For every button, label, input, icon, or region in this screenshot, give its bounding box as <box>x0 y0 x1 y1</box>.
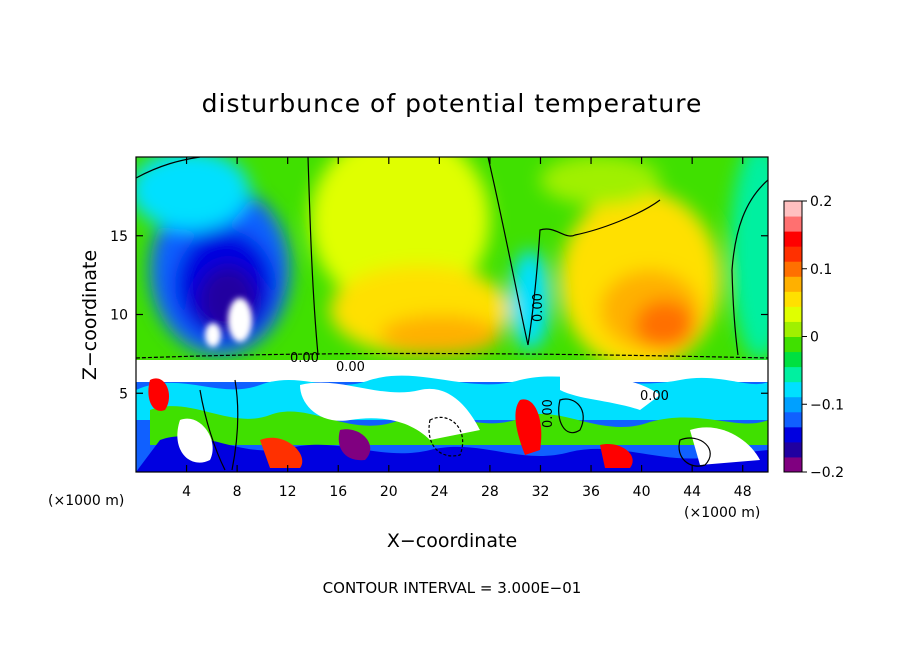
colorbar-swatch <box>784 231 802 247</box>
contour-interval-note: CONTOUR INTERVAL = 3.000E−01 <box>323 579 582 597</box>
x-tick-label: 8 <box>233 484 242 500</box>
y-tick-label: 15 <box>110 229 128 245</box>
colorbar-swatch <box>784 396 802 413</box>
x-tick-label: 16 <box>329 484 347 500</box>
contour-label: 0.00 <box>640 389 669 404</box>
x-tick-label: 12 <box>279 484 297 500</box>
x-tick-label: 44 <box>683 484 701 500</box>
colorbar-swatch <box>784 246 802 262</box>
x-tick-label: 28 <box>481 484 499 500</box>
y-axis-label: Z−coordinate <box>79 250 101 380</box>
contour-label: 0.00 <box>336 360 365 375</box>
y-tick-label: 10 <box>110 308 128 324</box>
colorbar-tick-label: 0 <box>810 330 819 346</box>
x-tick-label: 48 <box>734 484 752 500</box>
colorbar-swatch <box>784 411 802 428</box>
colorbar-swatch <box>784 381 802 398</box>
chart-title: disturbunce of potential temperature <box>202 89 703 118</box>
heatmap-field <box>136 157 768 472</box>
colorbar-swatch <box>784 201 802 217</box>
colorbar-swatch <box>784 441 802 458</box>
colorbar-swatch <box>784 351 802 368</box>
colorbar-tick-label: −0.1 <box>810 397 844 413</box>
x-axis-label: X−coordinate <box>387 530 517 552</box>
x-tick-label: 4 <box>182 484 191 500</box>
colorbar-tick-label: 0.2 <box>810 194 832 210</box>
colorbar-tick-label: 0.1 <box>810 262 832 278</box>
x-tick-label: 36 <box>582 484 600 500</box>
x-tick-label: 32 <box>532 484 550 500</box>
colorbar-tick-label: −0.2 <box>810 465 844 481</box>
colorbar-swatch <box>784 216 802 232</box>
colorbar-swatch <box>784 276 802 292</box>
colorbar-swatch <box>784 336 802 353</box>
contour-label: 0.00 <box>541 399 556 428</box>
colorbar-swatch <box>784 291 802 307</box>
y-tick-label: 5 <box>119 386 128 402</box>
contour-label: 0.00 <box>290 351 319 366</box>
colorbar-swatch <box>784 306 802 322</box>
x-tick-label: 24 <box>430 484 448 500</box>
colorbar-swatch <box>784 321 802 337</box>
x-unit-right: (×1000 m) <box>684 505 760 521</box>
contour-labels: 0.00 0.00 0.00 0.00 0.00 <box>290 293 669 428</box>
colorbar-swatch <box>784 426 802 443</box>
contour-label: 0.00 <box>531 293 546 322</box>
colorbar-swatch <box>784 261 802 277</box>
y-axis: 5 10 15 <box>110 229 768 402</box>
colorbar-swatch <box>784 456 802 473</box>
colorbar: 0.2 0.1 0 −0.1 −0.2 <box>783 194 844 481</box>
colorbar-swatch <box>784 366 802 383</box>
x-unit-left: (×1000 m) <box>48 493 124 509</box>
x-tick-label: 40 <box>633 484 651 500</box>
x-tick-label: 20 <box>380 484 398 500</box>
x-axis: 4 8 12 16 20 24 28 32 36 40 44 48 <box>182 157 752 500</box>
